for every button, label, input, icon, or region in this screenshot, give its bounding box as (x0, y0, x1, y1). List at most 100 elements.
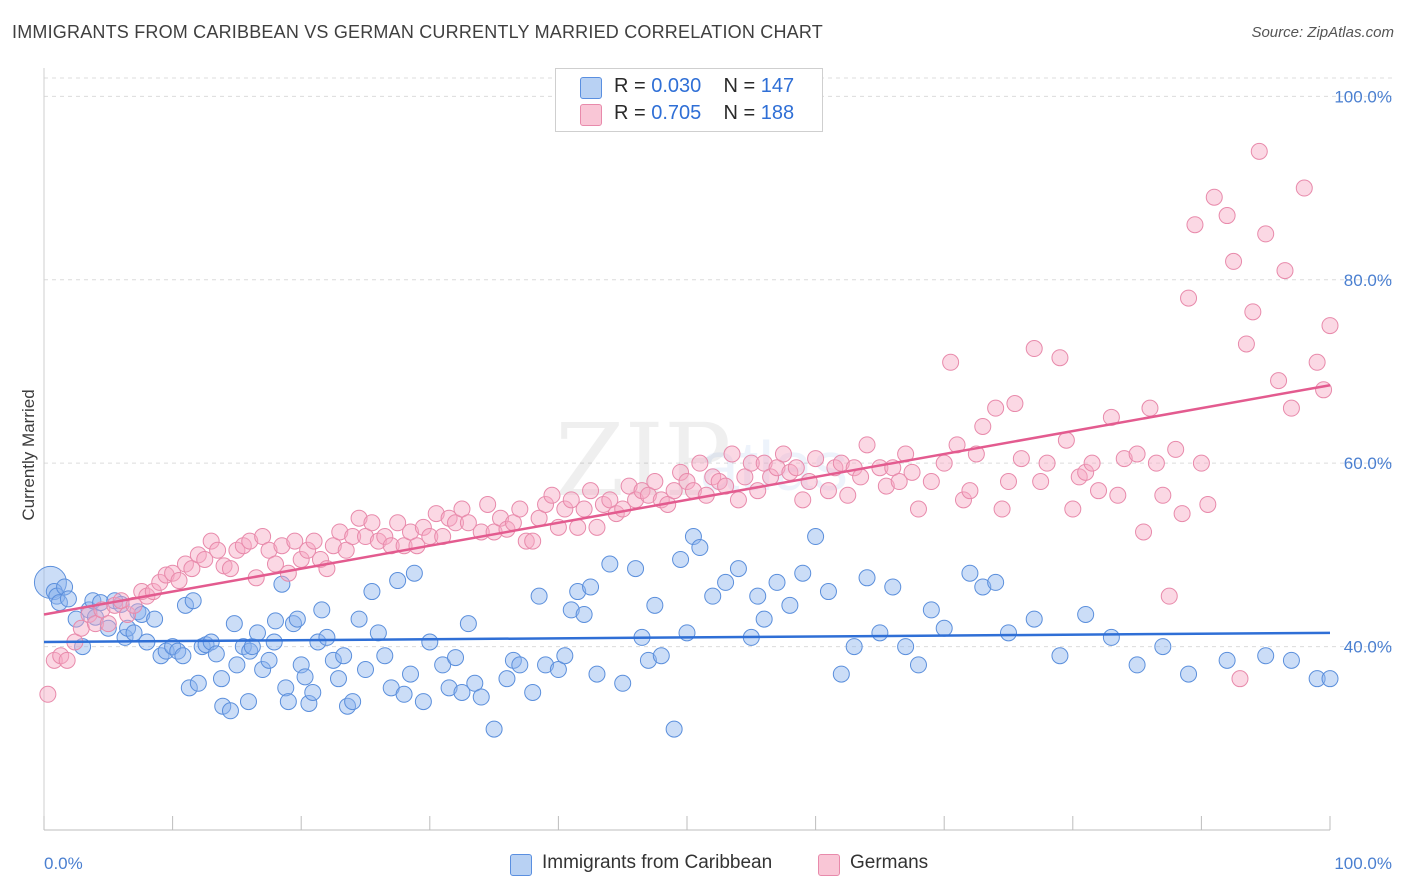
data-point-caribbean (309, 633, 327, 651)
data-point-germans (1270, 372, 1288, 390)
data-point-germans (1218, 207, 1236, 225)
data-point-caribbean (639, 651, 657, 669)
data-point-germans (1160, 587, 1178, 605)
data-point-caribbean (935, 619, 953, 637)
data-point-germans (447, 514, 465, 532)
data-point-germans (1192, 454, 1210, 472)
data-point-germans (620, 477, 638, 495)
data-point-caribbean (174, 647, 192, 665)
data-point-germans (1167, 440, 1185, 458)
data-point-germans (376, 528, 394, 546)
data-point-germans (241, 532, 259, 550)
data-point-caribbean (318, 628, 336, 646)
series-germans-points (39, 142, 1339, 703)
data-point-caribbean (277, 679, 295, 697)
data-point-caribbean (704, 587, 722, 605)
trend-lines (43, 383, 1331, 644)
legend-text-germans: R = 0.705 N = 188 (614, 102, 794, 125)
data-point-germans (794, 491, 812, 509)
grid-lines (44, 77, 1392, 648)
y-tick-label: 80.0% (1344, 271, 1392, 290)
x-tick-labels: 0.0% 100.0% (44, 854, 1392, 873)
data-point-caribbean (871, 624, 889, 642)
data-point-caribbean (909, 656, 927, 674)
data-point-germans (1173, 505, 1191, 523)
data-point-caribbean (189, 674, 207, 692)
data-point-germans (1006, 395, 1024, 413)
correlation-legend: R = 0.030 N = 147 R = 0.705 N = 188 (555, 68, 823, 132)
data-point-germans (691, 454, 709, 472)
data-point-caribbean (819, 583, 837, 601)
data-point-caribbean (221, 702, 239, 720)
data-point-caribbean (1051, 647, 1069, 665)
data-point-germans (768, 459, 786, 477)
data-point-caribbean (1308, 670, 1326, 688)
data-point-caribbean (749, 587, 767, 605)
data-point-caribbean (1282, 651, 1300, 669)
data-point-germans (183, 560, 201, 578)
data-point-germans (987, 399, 1005, 417)
data-point-germans (344, 528, 362, 546)
data-point-caribbean (588, 665, 606, 683)
data-point-caribbean (212, 670, 230, 688)
data-point-caribbean (549, 661, 567, 679)
data-point-germans (58, 651, 76, 669)
data-point-caribbean (582, 578, 600, 596)
data-point-caribbean (402, 665, 420, 683)
data-point-germans (935, 454, 953, 472)
legend-n-value: 188 (760, 102, 795, 124)
data-point-germans (575, 500, 593, 518)
data-point-germans (1090, 482, 1108, 500)
data-point-caribbean (376, 647, 394, 665)
data-point-germans (1057, 431, 1075, 449)
data-point-germans (556, 500, 574, 518)
data-point-caribbean (288, 610, 306, 628)
data-point-germans (819, 482, 837, 500)
data-point-caribbean (601, 555, 619, 573)
data-point-caribbean (266, 612, 284, 630)
data-point-caribbean (45, 583, 63, 601)
data-point-germans (922, 473, 940, 491)
data-point-germans (202, 532, 220, 550)
data-point-germans (954, 491, 972, 509)
data-point-germans (221, 560, 239, 578)
data-point-caribbean (169, 642, 187, 660)
data-point-germans (582, 482, 600, 500)
data-point-caribbean (755, 610, 773, 628)
data-point-caribbean (498, 670, 516, 688)
legend-swatch-pink (580, 104, 602, 126)
data-point-germans (209, 541, 227, 559)
data-point-germans (742, 454, 760, 472)
data-point-caribbean (350, 610, 368, 628)
data-point-caribbean (99, 619, 117, 637)
data-point-germans (1295, 179, 1313, 197)
data-point-caribbean (530, 587, 548, 605)
data-point-caribbean (1077, 605, 1095, 623)
legend-swatch-blue (580, 77, 602, 99)
data-point-germans (151, 573, 169, 591)
data-point-germans (1064, 500, 1082, 518)
legend-n-label: N = (723, 75, 756, 97)
data-point-caribbean (440, 679, 458, 697)
data-point-germans (1051, 349, 1069, 367)
data-point-germans (1237, 335, 1255, 353)
data-point-caribbean (421, 633, 439, 651)
trend-line-germans (43, 383, 1331, 616)
x-tick-label: 100.0% (1334, 854, 1392, 873)
data-point-caribbean (300, 694, 318, 712)
data-point-caribbean (684, 528, 702, 546)
data-point-caribbean (1218, 651, 1236, 669)
data-point-caribbean (987, 573, 1005, 591)
data-point-germans (723, 445, 741, 463)
data-point-caribbean (646, 596, 664, 614)
data-point-germans (1244, 303, 1262, 321)
data-point-germans (299, 541, 317, 559)
data-point-germans (961, 482, 979, 500)
data-point-caribbean (1128, 656, 1146, 674)
data-point-caribbean (228, 656, 246, 674)
data-point-caribbean (537, 656, 555, 674)
data-point-caribbean (1000, 624, 1017, 642)
data-point-germans (453, 500, 471, 518)
bottom-legend-label-germans: Germans (850, 852, 929, 873)
data-point-germans (1038, 454, 1056, 472)
